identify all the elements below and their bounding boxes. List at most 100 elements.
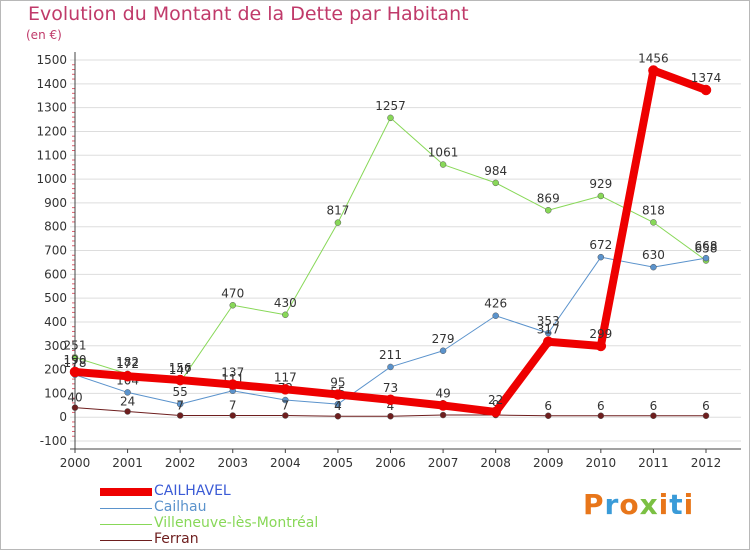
- data-point: [124, 408, 131, 415]
- legend-swatch: [100, 539, 152, 541]
- data-point: [387, 114, 394, 122]
- data-label: 55: [173, 385, 188, 399]
- chart-legend: CAILHAVEL Cailhau Villeneuve-lès-Montréal F…: [100, 483, 400, 548]
- data-point: [176, 412, 184, 419]
- data-point: [124, 389, 131, 396]
- data-label: 178: [64, 356, 87, 370]
- data-label: 1257: [375, 99, 406, 113]
- data-point: [229, 302, 236, 309]
- x-tick-label: 2004: [270, 456, 301, 470]
- y-tick-label: 600: [44, 267, 67, 281]
- x-tick-label: 2012: [691, 456, 722, 470]
- data-point: [334, 400, 342, 408]
- y-tick-label: 200: [44, 363, 67, 377]
- y-tick-label: 1300: [36, 101, 67, 115]
- data-label: 353: [537, 314, 560, 328]
- x-tick-label: 2011: [638, 456, 669, 470]
- x-tick-label: 2001: [112, 456, 143, 470]
- data-point: [387, 363, 394, 371]
- data-point: [545, 412, 552, 420]
- x-tick-label: 2006: [375, 456, 406, 470]
- data-label: 7: [176, 399, 184, 413]
- data-point: [385, 394, 396, 406]
- x-tick-label: 2002: [165, 456, 196, 470]
- data-point: [332, 389, 344, 400]
- data-label: 24: [120, 394, 135, 408]
- data-point: [174, 374, 186, 386]
- data-point: [597, 192, 605, 200]
- data-label: 182: [116, 355, 139, 369]
- x-tick-label: 2008: [480, 456, 511, 470]
- x-tick-label: 2010: [586, 456, 617, 470]
- data-label: 668: [695, 239, 718, 253]
- data-label: 73: [383, 381, 398, 395]
- legend-swatch: [100, 507, 152, 509]
- data-point: [282, 311, 289, 319]
- data-label: 6: [544, 399, 552, 413]
- y-tick-label: 300: [44, 339, 67, 353]
- chart-unit: (en €): [26, 28, 62, 42]
- y-tick-label: 1100: [36, 148, 67, 162]
- data-label: 869: [537, 191, 560, 205]
- data-point: [439, 411, 447, 419]
- y-tick-label: 700: [44, 244, 67, 258]
- y-tick-label: -100: [40, 434, 67, 448]
- data-point: [282, 396, 289, 404]
- y-tick-label: 1500: [36, 53, 67, 67]
- legend-swatch: [100, 523, 152, 525]
- data-label: 672: [589, 238, 612, 252]
- logo-letter: i: [658, 488, 670, 521]
- data-point: [597, 412, 605, 420]
- data-point: [545, 207, 552, 214]
- logo-letter: t: [669, 488, 684, 521]
- x-tick-label: 2003: [217, 456, 248, 470]
- legend-label: CAILHAVEL: [154, 483, 231, 499]
- data-point: [176, 400, 184, 408]
- data-point: [490, 406, 501, 418]
- data-point: [280, 384, 291, 395]
- x-tick-label: 2005: [323, 456, 354, 470]
- chart-title: Evolution du Montant de la Dette par Hab…: [28, 3, 469, 25]
- y-tick-label: 0: [59, 410, 67, 424]
- data-point: [282, 412, 289, 419]
- y-tick-label: 500: [44, 291, 67, 305]
- data-point: [700, 84, 712, 96]
- logo-letter: P: [583, 488, 605, 521]
- data-label: 929: [589, 177, 612, 191]
- logo-letter: o: [619, 488, 640, 521]
- data-label: 317: [537, 323, 560, 337]
- data-point: [595, 340, 607, 352]
- data-point: [492, 179, 499, 187]
- data-label: 430: [274, 296, 297, 310]
- y-tick-label: 400: [44, 315, 67, 329]
- y-tick-label: 900: [44, 196, 67, 210]
- data-point: [71, 354, 79, 361]
- data-point: [439, 347, 447, 355]
- data-point: [597, 253, 605, 261]
- data-label: 630: [642, 248, 665, 262]
- data-point: [122, 370, 133, 382]
- data-label: 299: [589, 327, 612, 341]
- x-tick-label: 2009: [533, 456, 564, 470]
- data-point: [71, 404, 79, 411]
- data-label: 426: [484, 297, 507, 311]
- logo-letter: i: [683, 488, 695, 521]
- data-label: 22: [488, 393, 503, 407]
- data-label: 4: [387, 399, 395, 413]
- data-label: 190: [64, 353, 87, 367]
- data-label: 95: [330, 376, 345, 390]
- data-point: [648, 65, 659, 76]
- y-tick-label: 100: [44, 386, 67, 400]
- data-point: [650, 412, 657, 420]
- data-point: [702, 412, 710, 420]
- data-label: 251: [64, 338, 87, 352]
- data-label: 658: [695, 242, 718, 256]
- line-chart: -100 0 100 200 300 400 500 600 700 800 900 1000 1100…: [36, 51, 741, 470]
- data-label: 984: [484, 164, 507, 178]
- proxiti-logo: Proxiti: [583, 488, 694, 521]
- data-point: [387, 412, 394, 420]
- legend-label: Ferran: [154, 531, 199, 547]
- y-tick-label: 1000: [36, 172, 67, 186]
- data-label: 1374: [691, 71, 722, 85]
- y-tick-label: 1400: [36, 77, 67, 91]
